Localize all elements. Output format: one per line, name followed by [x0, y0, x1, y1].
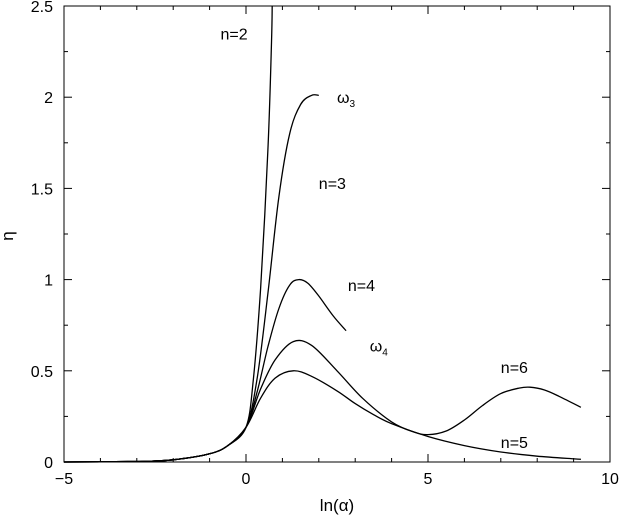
annotations: n=2 ω3 n=3 n=4 ω4 n=6 n=5 — [221, 26, 529, 452]
annotation: ω3 — [337, 90, 356, 110]
x-axis-title: ln(α) — [320, 496, 354, 515]
annotation: n=4 — [348, 278, 375, 295]
x-tick-labels: −5 0 5 10 — [55, 471, 619, 488]
annotation: n=3 — [319, 176, 346, 193]
annotation: n=5 — [501, 435, 528, 452]
tick-marks — [63, 5, 611, 463]
x-tick-label: 10 — [601, 471, 619, 488]
y-tick-labels: 0 0.5 1 1.5 2 2.5 — [31, 0, 53, 472]
annotation: n=6 — [501, 360, 528, 377]
y-axis-title: η — [0, 231, 17, 240]
y-tick-label: 1 — [44, 273, 53, 290]
y-tick-label: 2 — [44, 90, 53, 107]
y-tick-label: 1.5 — [31, 181, 53, 198]
series-line-n4 — [63, 278, 347, 463]
curves — [63, 5, 582, 463]
y-tick-label: 0 — [44, 455, 53, 472]
x-tick-label: 0 — [242, 471, 251, 488]
annotation: n=2 — [221, 26, 248, 43]
x-tick-label: 5 — [424, 471, 433, 488]
series-line-n5 — [63, 370, 581, 463]
y-tick-label: 0.5 — [31, 364, 53, 381]
series-line-n2 — [63, 5, 273, 463]
plot-frame — [63, 5, 611, 463]
y-tick-label: 2.5 — [31, 0, 53, 16]
annotation: ω4 — [370, 338, 389, 358]
series-line-n3 — [63, 94, 319, 463]
x-tick-label: −5 — [55, 471, 73, 488]
